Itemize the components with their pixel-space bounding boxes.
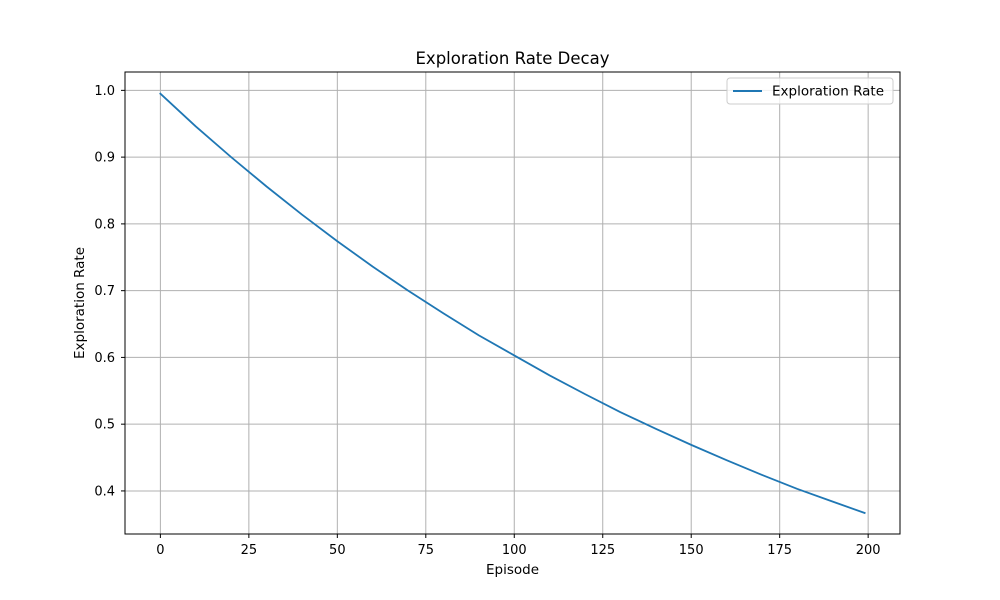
x-axis-label: Episode: [486, 562, 539, 578]
y-tick-label: 0.8: [94, 217, 115, 232]
x-tick-label: 125: [590, 543, 615, 558]
y-tick-label: 0.5: [94, 418, 115, 433]
axis-ticks: 0 25 50 75 100 125 150 175 200 0.4 0.5 0.6 0.7 0.8 0.9…: [94, 84, 880, 558]
y-tick-label: 1.0: [94, 84, 115, 99]
legend-label: Exploration Rate: [772, 84, 884, 100]
y-tick-label: 0.6: [94, 351, 115, 366]
series-line-exploration-rate: [159, 92, 866, 515]
legend: Exploration Rate: [726, 77, 894, 105]
plot-frame: [124, 71, 901, 535]
x-tick-label: 100: [502, 543, 527, 558]
y-tick-label: 0.4: [94, 484, 115, 499]
x-tick-label: 200: [856, 543, 881, 558]
y-axis-label: Exploration Rate: [72, 247, 88, 359]
chart-title: Exploration Rate Decay: [416, 49, 610, 68]
x-tick-label: 75: [418, 543, 435, 558]
x-tick-label: 50: [329, 543, 346, 558]
x-tick-label: 0: [156, 543, 164, 558]
grid: [125, 72, 900, 534]
legend-box: [726, 77, 894, 105]
x-tick-label: 150: [679, 543, 704, 558]
series-layer: [159, 92, 866, 515]
y-tick-label: 0.9: [94, 151, 115, 166]
x-tick-label: 25: [241, 543, 258, 558]
x-tick-label: 175: [767, 543, 792, 558]
y-tick-label: 0.7: [94, 284, 115, 299]
